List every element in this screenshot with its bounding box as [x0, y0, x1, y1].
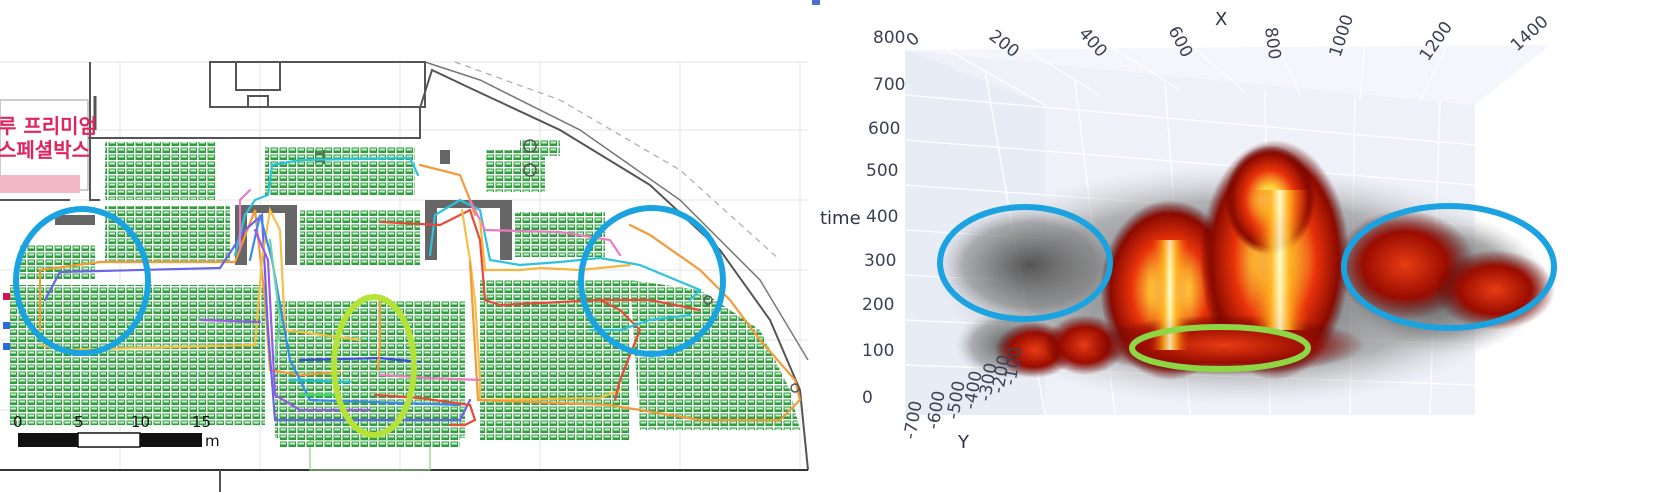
scale-tick-0: 0 [13, 413, 23, 431]
time-tick: 600 [868, 119, 900, 139]
right-highlight-ellipse-3d [1341, 203, 1557, 331]
floor-plan: 루 프리미엄 스페셜박스 [0, 61, 809, 492]
time-tick: 800 [873, 28, 905, 48]
left-highlight-ellipse-3d [937, 204, 1113, 322]
premium-booth: 루 프리미엄 스페셜박스 [0, 99, 97, 193]
seat-block [280, 438, 460, 448]
time-tick: 500 [866, 161, 898, 181]
time-axis-title: time [820, 208, 861, 229]
time-tick: 700 [873, 75, 905, 95]
center-highlight-ellipse [331, 294, 417, 438]
scene-top-plane [905, 45, 1550, 105]
time-tick: 0 [862, 388, 873, 408]
center-highlight-ellipse-3d [1129, 324, 1311, 372]
heatmap-3d: X 0 200 400 600 800 1000 1200 1400 time … [820, 9, 1557, 453]
seat-sections [10, 140, 800, 448]
scale-bar: 0 5 10 15 m [13, 413, 220, 450]
booth-label-line-1: 루 프리미엄 [0, 114, 97, 138]
seat-block [20, 245, 95, 279]
seat-block [105, 142, 215, 200]
seat-block [10, 285, 265, 425]
seat-block [105, 206, 230, 261]
seat-block [275, 300, 465, 438]
booth-label-line-2: 스페셜박스 [0, 138, 90, 162]
time-axis: time 800 700 600 500 400 300 200 100 0 [820, 28, 905, 408]
x-tick: 0 [903, 29, 924, 51]
seat-block [300, 210, 420, 265]
time-tick: 200 [862, 295, 894, 315]
left-highlight-ellipse [13, 206, 151, 356]
seat-block [485, 150, 545, 192]
plan-walls [0, 61, 809, 492]
time-tick: 400 [866, 207, 898, 227]
plan-markers [3, 139, 800, 393]
seat-block [265, 146, 415, 196]
time-tick: 100 [862, 341, 894, 361]
scale-tick-15: 15 [192, 413, 211, 431]
scale-unit: m [205, 432, 220, 450]
x-axis-title: X [1215, 9, 1227, 30]
right-highlight-ellipse [578, 205, 726, 357]
scale-tick-10: 10 [131, 413, 150, 431]
time-tick: 300 [864, 251, 896, 271]
seat-block [480, 280, 630, 440]
corner-marker [812, 0, 820, 5]
x-tick: 800 [1260, 26, 1284, 61]
seat-block [515, 212, 605, 257]
y-tick: -700 [900, 399, 926, 440]
y-axis-title: Y [957, 432, 970, 453]
scale-tick-5: 5 [74, 413, 84, 431]
